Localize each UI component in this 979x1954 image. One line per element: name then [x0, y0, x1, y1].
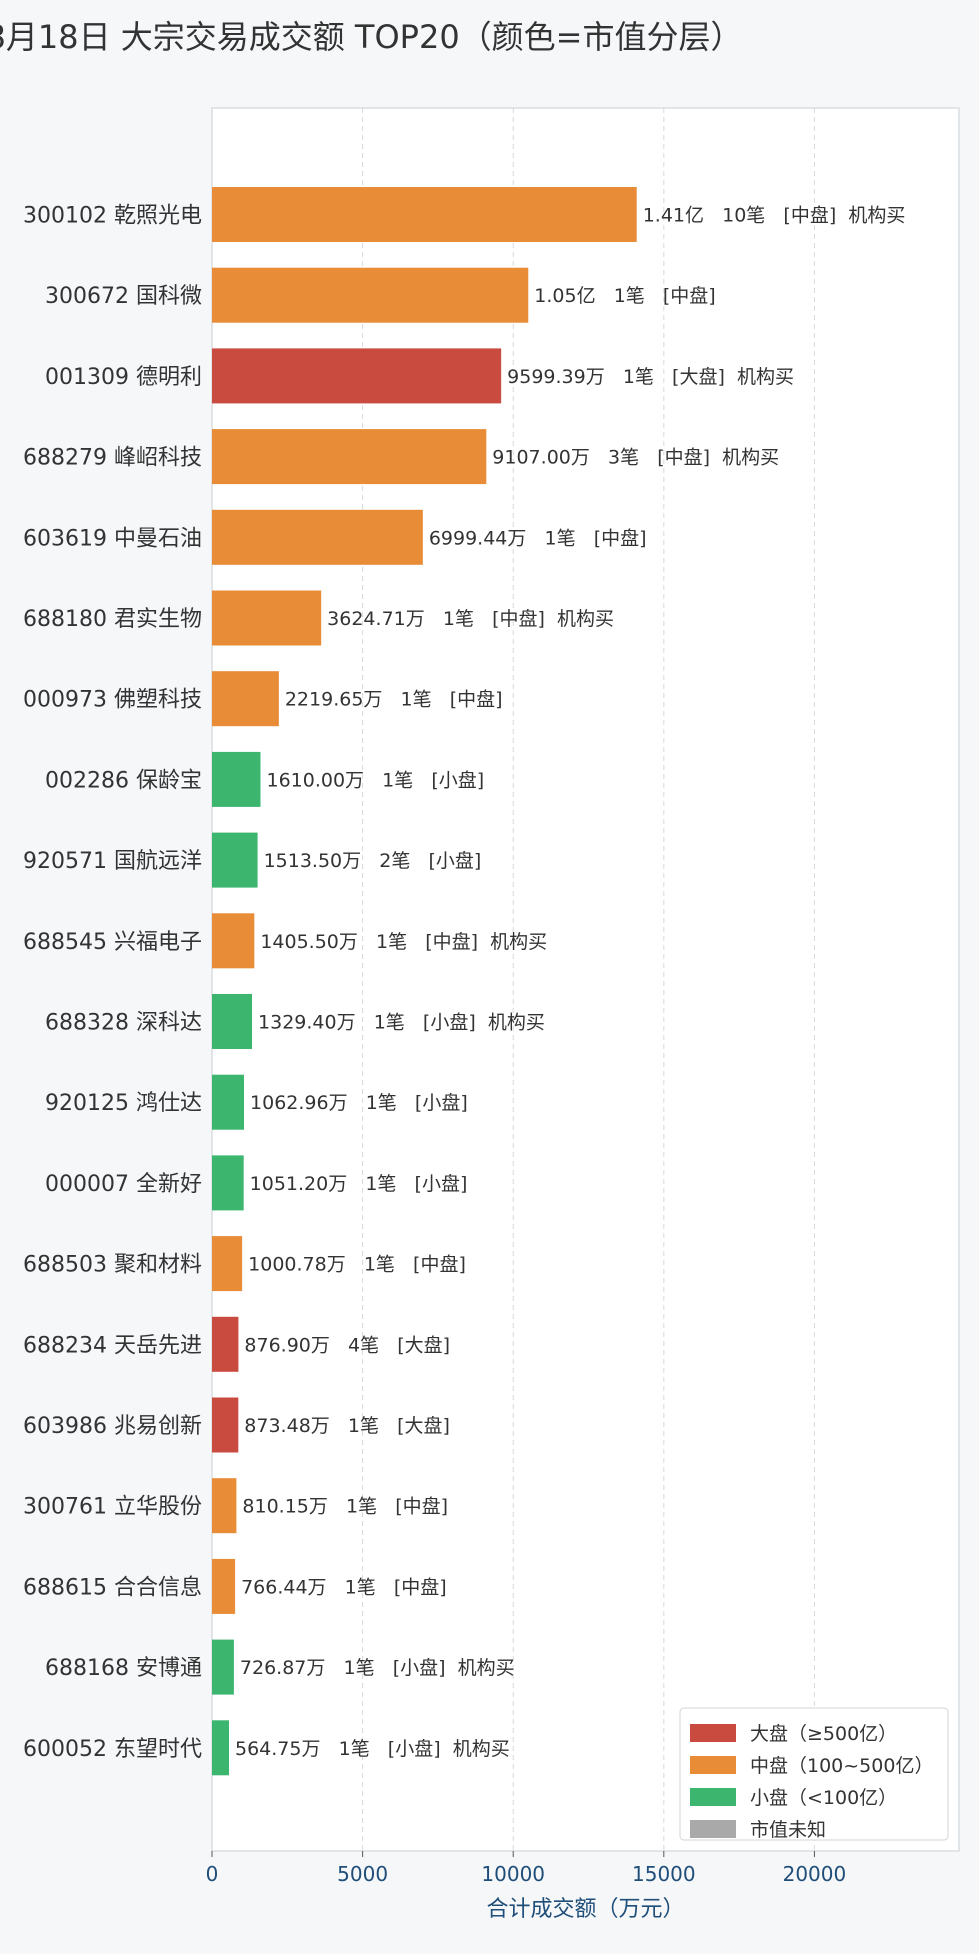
- data-label: 1062.96万 1笔 [小盘]: [250, 1092, 468, 1114]
- data-label: 6999.44万 1笔 [中盘]: [429, 527, 647, 549]
- category-label: 688545 兴福电子: [23, 930, 202, 955]
- bar: [212, 671, 279, 727]
- data-label: 1051.20万 1笔 [小盘]: [250, 1173, 468, 1195]
- bar: [212, 1155, 244, 1211]
- category-label: 920571 国航远洋: [23, 849, 202, 874]
- category-label: 300761 立华股份: [23, 1495, 202, 1520]
- data-label: 876.90万 4笔 [大盘]: [244, 1334, 450, 1356]
- data-label: 1513.50万 2笔 [小盘]: [264, 850, 482, 872]
- legend-label: 大盘（≥500亿）: [750, 1723, 897, 1745]
- category-label: 688503 聚和材料: [23, 1253, 202, 1278]
- data-labels: 1.41亿 10笔 [中盘] 机构买 1.05亿 1笔 [中盘] 9599.39万 …: [235, 205, 905, 1760]
- category-label: 688168 安博通: [45, 1656, 202, 1681]
- category-labels: 300102 乾照光电 300672 国科微 001309 德明利 688279 峰岹…: [23, 204, 202, 1762]
- data-label: 1405.50万 1笔 [中盘] 机构买: [260, 931, 547, 953]
- category-label: 688279 峰岹科技: [23, 446, 202, 471]
- data-label: 1.05亿 1笔 [中盘]: [534, 285, 715, 307]
- legend-label: 中盘（100~500亿）: [750, 1755, 933, 1777]
- category-label: 300672 国科微: [45, 284, 202, 309]
- legend-swatch: [690, 1820, 736, 1838]
- data-label: 2219.65万 1笔 [中盘]: [285, 689, 503, 711]
- data-label: 726.87万 1笔 [小盘] 机构买: [240, 1657, 515, 1679]
- x-tick-label: 10000: [481, 1862, 545, 1886]
- data-label: 1.41亿 10笔 [中盘] 机构买: [643, 205, 906, 227]
- data-label: 1000.78万 1笔 [中盘]: [248, 1254, 466, 1276]
- bar: [212, 1074, 245, 1130]
- bar: [212, 267, 529, 323]
- data-label: 1610.00万 1笔 [小盘]: [266, 769, 484, 791]
- category-label: 603986 兆易创新: [23, 1414, 202, 1439]
- bar: [212, 1558, 236, 1614]
- bar: [212, 751, 261, 807]
- data-label: 766.44万 1笔 [中盘]: [241, 1576, 447, 1598]
- legend-box: [679, 1707, 949, 1841]
- data-label: 564.75万 1笔 [小盘] 机构买: [235, 1738, 510, 1760]
- legend-swatch: [690, 1756, 736, 1774]
- bar: [212, 1478, 237, 1534]
- legend: 大盘（≥500亿） 中盘（100~500亿） 小盘（<100亿） 市值未知: [679, 1707, 949, 1841]
- data-label: 810.15万 1笔 [中盘]: [242, 1496, 448, 1518]
- bar: [212, 913, 255, 969]
- legend-swatch: [690, 1788, 736, 1806]
- category-label: 688234 天岳先进: [23, 1333, 202, 1358]
- category-label: 000973 佛塑科技: [23, 688, 202, 713]
- bar: [212, 1720, 230, 1776]
- x-axis: 0 5000 10000 15000 20000: [206, 1851, 847, 1886]
- bar: [212, 832, 258, 888]
- category-label: 688180 君实生物: [23, 607, 202, 632]
- category-label: 001309 德明利: [45, 365, 202, 390]
- data-label: 9107.00万 3笔 [中盘] 机构买: [492, 447, 779, 469]
- bar: [212, 187, 637, 242]
- bar: [212, 1236, 243, 1292]
- legend-swatch: [690, 1724, 736, 1742]
- category-label: 002286 保龄宝: [45, 768, 202, 793]
- bar: [212, 590, 322, 646]
- x-tick-label: 15000: [632, 1862, 696, 1886]
- bar: [212, 509, 423, 565]
- category-label: 920125 鸿仕达: [45, 1091, 202, 1116]
- category-label: 600052 东望时代: [23, 1737, 202, 1762]
- category-label: 603619 中曼石油: [23, 526, 202, 551]
- bars: [212, 187, 637, 1776]
- bar: [212, 994, 253, 1049]
- x-tick-label: 20000: [783, 1862, 847, 1886]
- legend-label: 市值未知: [750, 1819, 826, 1841]
- bar: [212, 1316, 239, 1372]
- x-axis-label: 合计成交额（万元）: [486, 1897, 684, 1922]
- data-label: 3624.71万 1笔 [中盘] 机构买: [327, 608, 614, 630]
- chart-title: 8月18日 大宗交易成交额 TOP20（颜色=市值分层）: [0, 18, 743, 56]
- x-tick-label: 5000: [337, 1862, 388, 1886]
- bar: [212, 429, 487, 485]
- data-label: 1329.40万 1笔 [小盘] 机构买: [258, 1012, 545, 1034]
- data-label: 873.48万 1笔 [大盘]: [244, 1415, 450, 1437]
- x-tick-label: 0: [206, 1862, 219, 1886]
- legend-label: 小盘（<100亿）: [750, 1787, 897, 1809]
- bar: [212, 348, 502, 404]
- category-label: 688615 合合信息: [23, 1575, 202, 1600]
- category-label: 688328 深科达: [45, 1011, 202, 1036]
- bar: [212, 1397, 239, 1453]
- data-label: 9599.39万 1笔 [大盘] 机构买: [507, 366, 794, 388]
- bar: [212, 1639, 234, 1695]
- category-label: 000007 全新好: [45, 1172, 202, 1197]
- category-label: 300102 乾照光电: [23, 204, 202, 229]
